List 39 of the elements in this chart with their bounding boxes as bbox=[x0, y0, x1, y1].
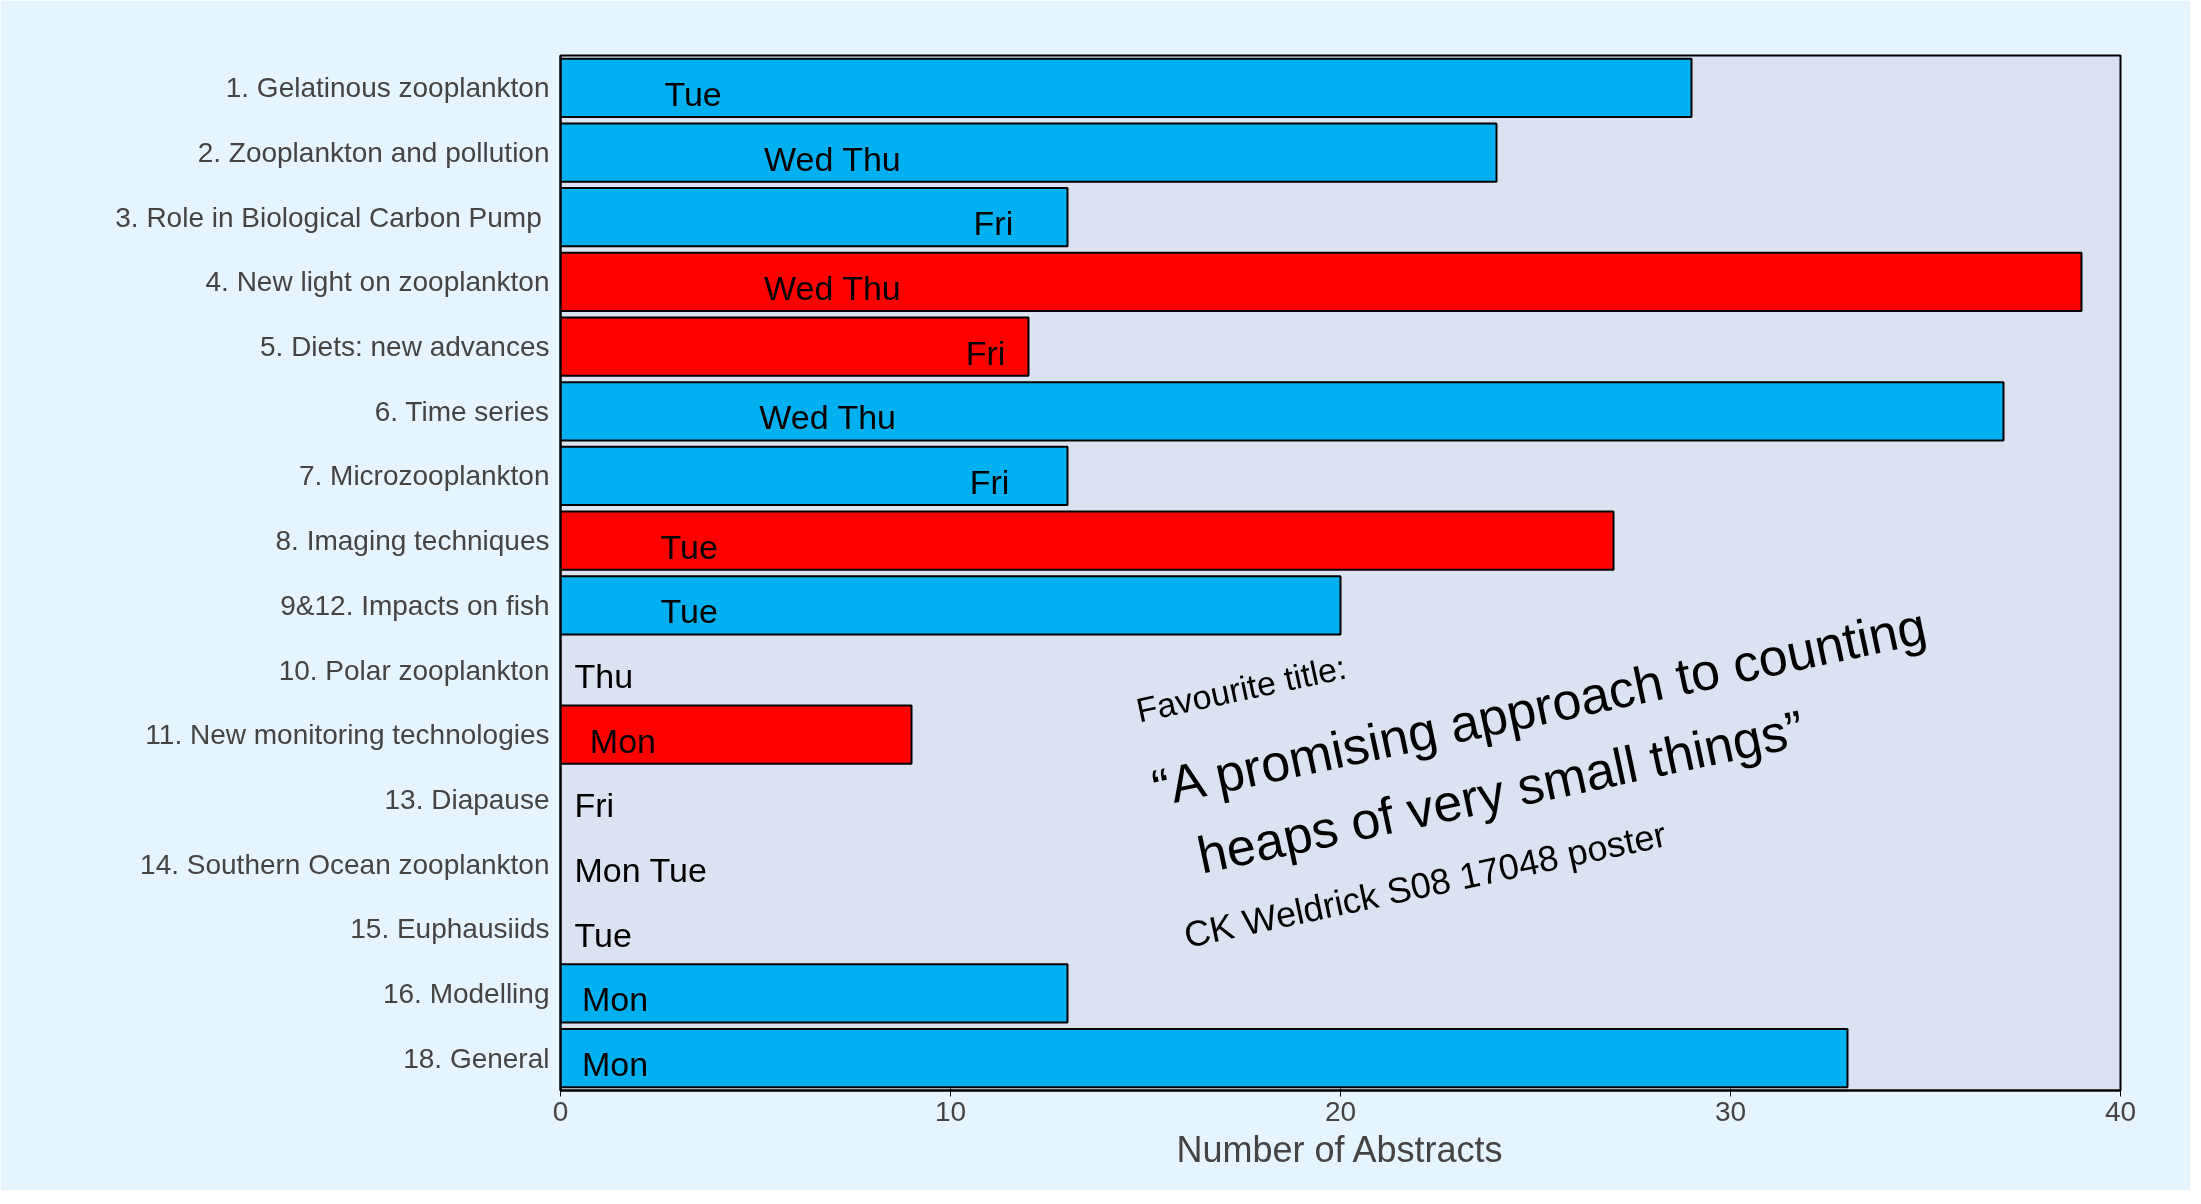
y-tick-label: 11. New monitoring technologies bbox=[145, 719, 550, 751]
annotation: Mon bbox=[582, 1045, 649, 1084]
annotation: Favourite title: bbox=[1132, 647, 1350, 730]
annotation: Fri bbox=[574, 786, 615, 825]
annotation: Mon bbox=[582, 980, 649, 1019]
x-tick-label: 30 bbox=[1714, 1095, 1747, 1127]
annotation: Tue bbox=[660, 592, 718, 631]
annotation: Thu bbox=[574, 657, 634, 696]
annotation: Fri bbox=[973, 204, 1014, 243]
annotation: Mon bbox=[589, 721, 656, 760]
x-axis-title: Number of Abstracts bbox=[1176, 1128, 1503, 1170]
annotation: Wed Thu bbox=[764, 268, 901, 307]
annotation: Fri bbox=[965, 333, 1006, 372]
y-tick-label: 16. Modelling bbox=[382, 977, 550, 1009]
y-tick-label: 15. Euphausiids bbox=[350, 913, 550, 945]
annotation: Fri bbox=[969, 462, 1010, 501]
annotation: Mon Tue bbox=[574, 851, 707, 890]
y-tick-label: 5. Diets: new advances bbox=[260, 331, 550, 363]
y-tick-label: 9&12. Impacts on fish bbox=[280, 589, 550, 621]
y-tick-label: 10. Polar zooplankton bbox=[278, 654, 550, 686]
y-tick-label: 7. Microzooplankton bbox=[298, 460, 550, 492]
annotation: Tue bbox=[664, 74, 722, 113]
y-tick-label: 1. Gelatinous zooplankton bbox=[225, 72, 550, 104]
annotation: Wed Thu bbox=[764, 139, 901, 178]
annotation: Tue bbox=[660, 527, 718, 566]
y-tick-label: 8. Imaging techniques bbox=[275, 525, 550, 557]
y-tick-label: 13. Diapause bbox=[384, 783, 550, 815]
y-tick-label: 18. General bbox=[403, 1042, 550, 1074]
x-tick-label: 40 bbox=[2104, 1095, 2137, 1127]
x-tick-label: 0 bbox=[552, 1095, 569, 1127]
y-tick-label: 3. Role in Biological Carbon Pump bbox=[115, 201, 542, 233]
y-tick-label: 2. Zooplankton and pollution bbox=[197, 137, 550, 169]
y-tick-label: 14. Southern Ocean zooplankton bbox=[140, 848, 550, 880]
x-tick-label: 10 bbox=[934, 1095, 967, 1127]
annotation: Wed Thu bbox=[759, 398, 897, 437]
y-tick-label: 6. Time series bbox=[374, 395, 549, 427]
y-tick-label: 4. New light on zooplankton bbox=[205, 266, 550, 298]
annotation: Tue bbox=[574, 915, 632, 954]
x-tick-label: 20 bbox=[1324, 1095, 1357, 1127]
